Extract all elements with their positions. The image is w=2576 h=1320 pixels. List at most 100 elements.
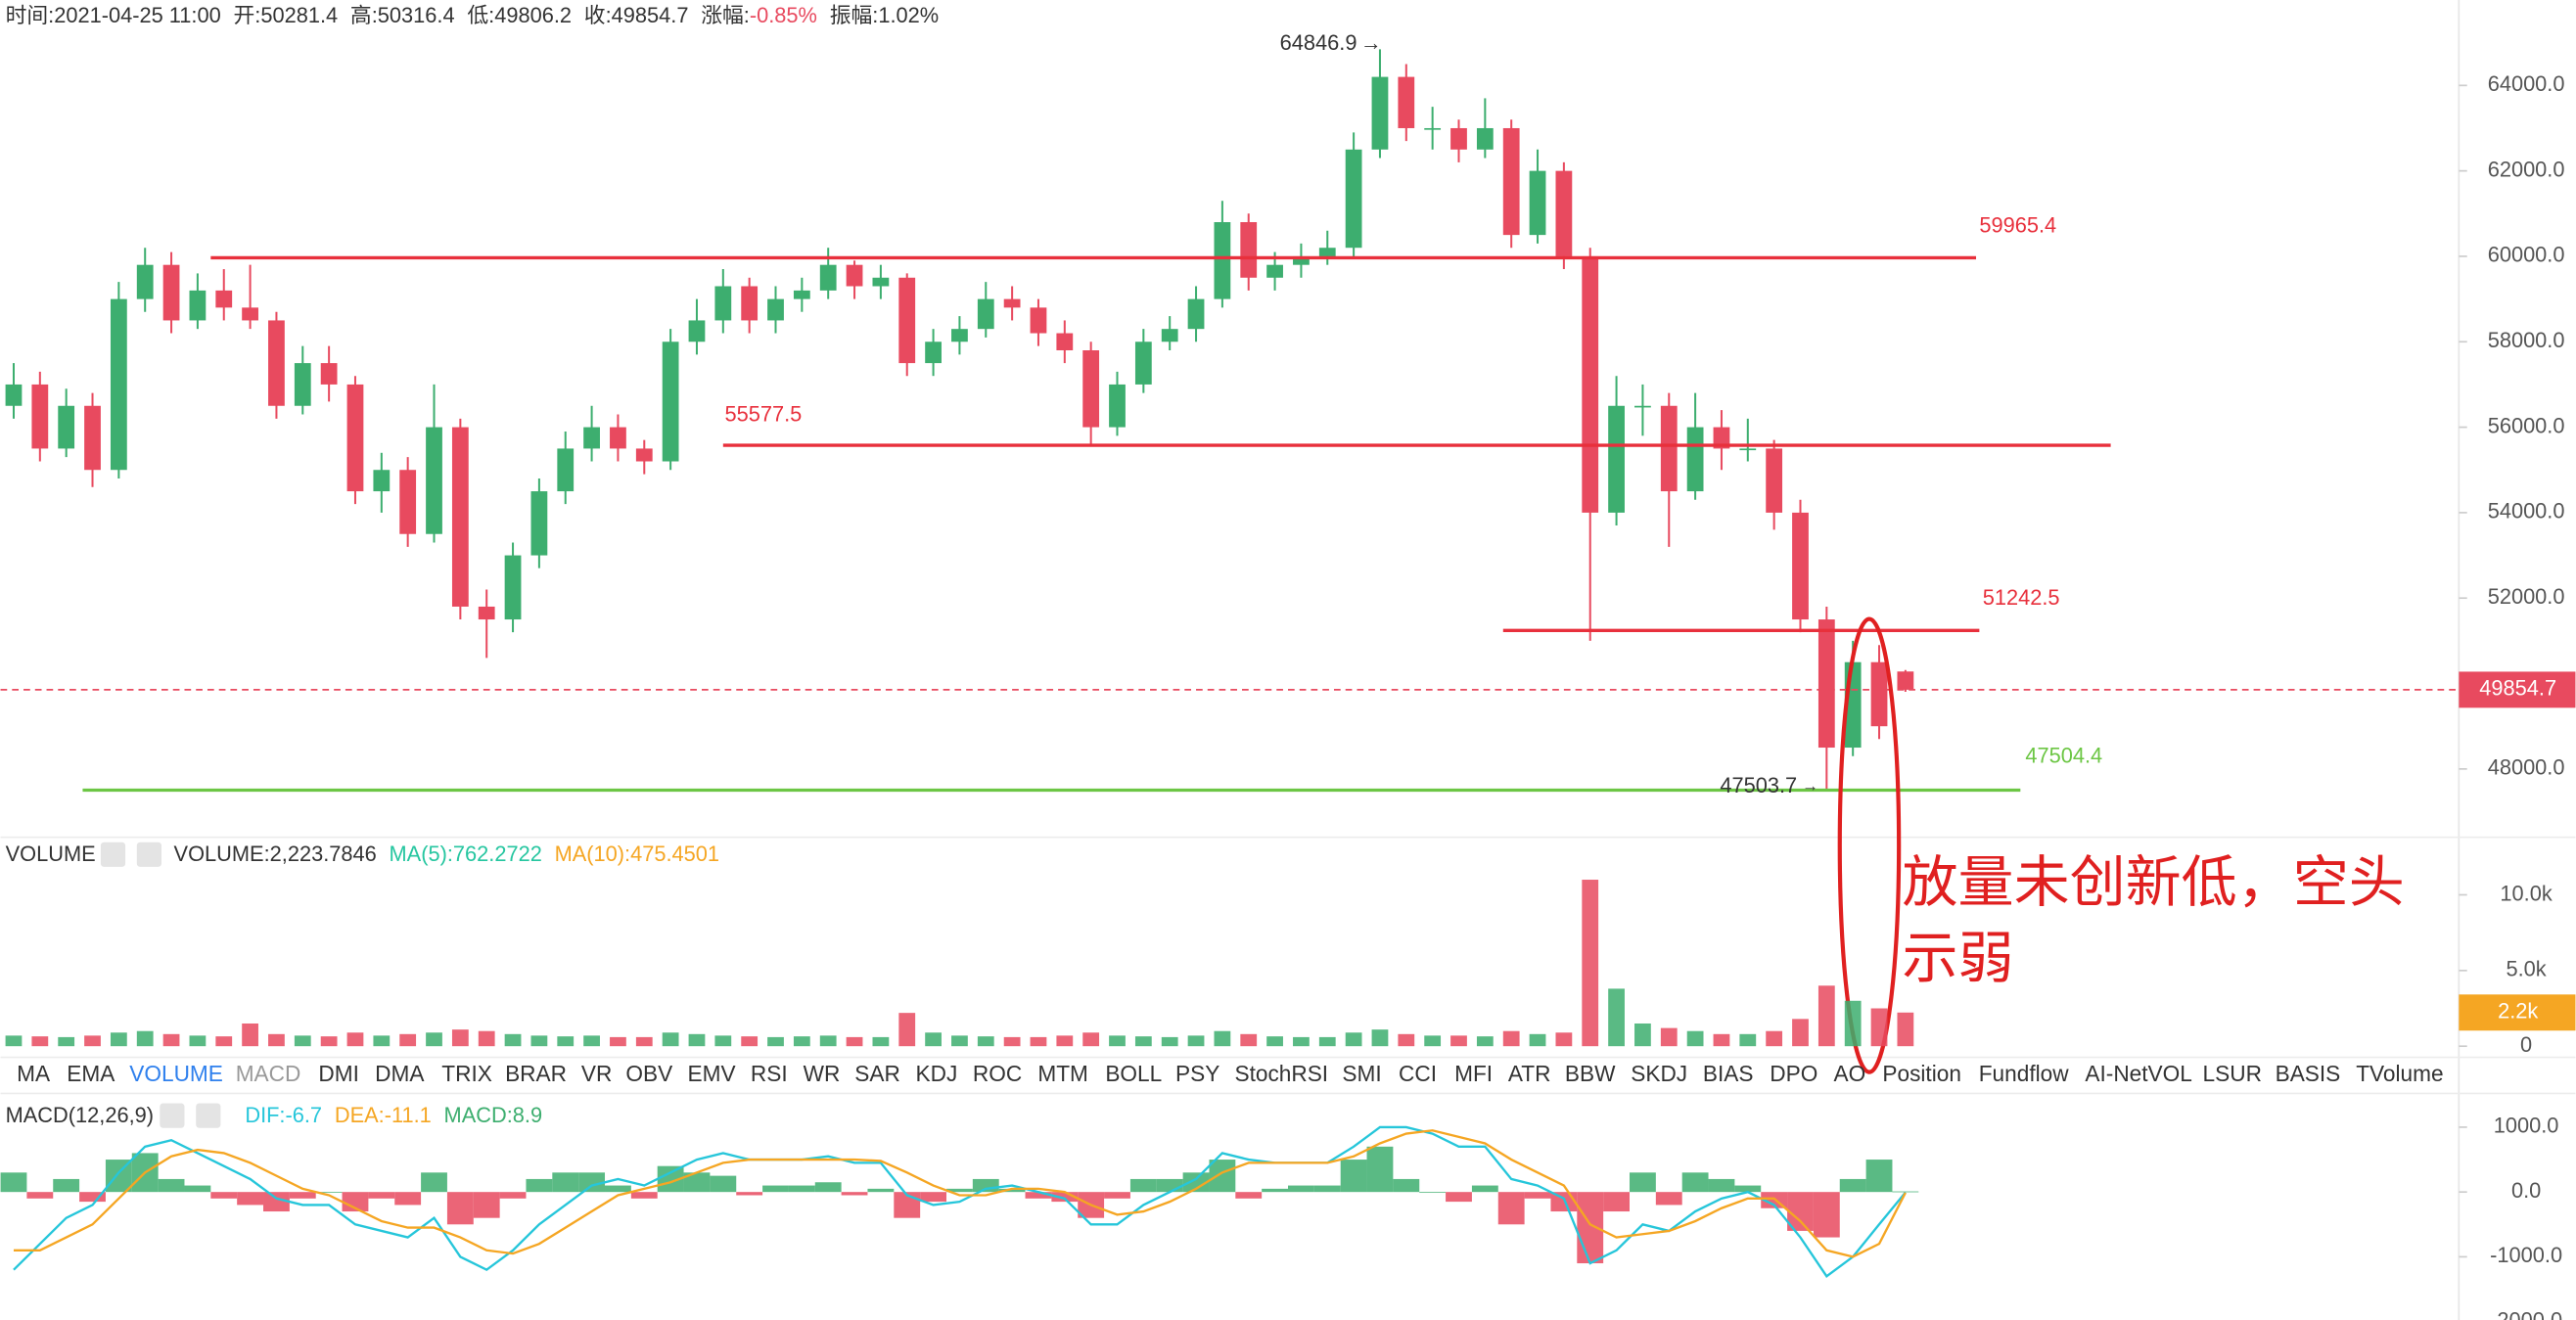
candle-body	[846, 264, 863, 287]
indicator-tab[interactable]: BIAS	[1703, 1061, 1754, 1086]
indicator-tab[interactable]: OBV	[625, 1061, 672, 1086]
y-tick-label: 5.0k	[2507, 957, 2547, 981]
volume-bar	[530, 1035, 548, 1047]
indicator-tab[interactable]: WR	[804, 1061, 841, 1086]
volume-bar	[5, 1035, 23, 1047]
macd-bar	[1129, 1178, 1157, 1193]
indicator-tab[interactable]: SKDJ	[1631, 1061, 1687, 1086]
indicator-tab[interactable]: KDJ	[916, 1061, 958, 1086]
indicator-tab[interactable]: ATR	[1508, 1061, 1551, 1086]
candle-body	[136, 264, 154, 299]
candle-body	[1502, 127, 1520, 236]
candle-body	[1030, 307, 1047, 334]
candle-body	[635, 448, 653, 462]
settings-icon[interactable]	[100, 842, 126, 867]
indicator-tab[interactable]: VR	[581, 1061, 612, 1086]
ohlc-header: 时间:2021-04-25 11:00 开:50281.4 高:50316.4 …	[6, 3, 940, 27]
indicator-tab[interactable]: SAR	[854, 1061, 900, 1086]
volume-bar	[872, 1036, 890, 1047]
close-icon[interactable]	[136, 842, 161, 867]
macd-bar	[814, 1182, 842, 1193]
indicator-tab[interactable]: AI-NetVOL	[2085, 1061, 2191, 1086]
volume-bar	[58, 1036, 75, 1047]
indicator-tab[interactable]: RSI	[751, 1061, 788, 1086]
value: 2021-04-25 11:00	[54, 3, 220, 27]
indicator-tab[interactable]: BRAR	[505, 1061, 567, 1086]
candle-body	[610, 427, 626, 449]
arrow: →	[1360, 30, 1382, 55]
indicator-tab[interactable]: LSUR	[2203, 1061, 2262, 1086]
candle-body	[1634, 405, 1651, 408]
candle-body	[741, 286, 759, 321]
indicator-tab[interactable]: EMA	[67, 1061, 115, 1086]
indicator-tab[interactable]: DPO	[1770, 1061, 1817, 1086]
macd-bar	[1393, 1178, 1420, 1193]
current-volume-label: 2.2k	[2498, 999, 2538, 1024]
indicator-tab[interactable]: StochRSI	[1234, 1061, 1328, 1086]
indicator-tab[interactable]: EMV	[688, 1061, 736, 1086]
indicator-tab[interactable]: Fundflow	[1979, 1061, 2070, 1086]
volume-bar	[1634, 1023, 1651, 1047]
macd-bar	[1313, 1185, 1341, 1193]
volume-bar	[1766, 1030, 1783, 1047]
indicator-tab[interactable]: MA	[17, 1061, 51, 1086]
volume-bar	[426, 1032, 442, 1047]
close-icon[interactable]	[196, 1103, 221, 1128]
y-tick-label: 10.0k	[2500, 881, 2552, 905]
volume-bar	[1844, 1000, 1862, 1047]
volume-bar	[1056, 1035, 1074, 1047]
volume-bar	[846, 1036, 863, 1047]
volume-bar	[346, 1032, 364, 1047]
indicator-tab[interactable]: TRIX	[441, 1061, 492, 1086]
macd-bar	[394, 1192, 422, 1206]
macd-bar	[1156, 1178, 1183, 1193]
volume-bar	[451, 1029, 469, 1047]
indicator-tab[interactable]: PSY	[1175, 1061, 1219, 1086]
label: 时间:	[6, 3, 55, 27]
indicator-tab[interactable]: SMI	[1342, 1061, 1381, 1086]
indicator-tab[interactable]: DMA	[375, 1061, 425, 1086]
macd-bar	[605, 1185, 631, 1193]
candle-body	[1766, 448, 1783, 513]
macd-bar	[867, 1188, 895, 1193]
volume-bar	[767, 1036, 784, 1047]
indicator-tab[interactable]: VOLUME	[129, 1061, 223, 1086]
value: 49806.2	[494, 3, 572, 27]
indicator-tab[interactable]: CCI	[1399, 1061, 1437, 1086]
y-tick-label: 0.0	[2511, 1178, 2541, 1203]
indicator-tab[interactable]: ROC	[973, 1061, 1022, 1086]
dif-line	[13, 1125, 1907, 1278]
volume-bar	[1134, 1036, 1152, 1047]
indicator-tab[interactable]: DMI	[318, 1061, 359, 1086]
candle-body	[1870, 661, 1888, 727]
candle-body	[951, 329, 968, 342]
indicator-tab[interactable]: BBW	[1565, 1061, 1616, 1086]
macd-bar	[79, 1192, 106, 1203]
candle-body	[662, 341, 679, 462]
volume-bar	[1398, 1033, 1415, 1047]
macd-bar	[1813, 1192, 1840, 1238]
indicator-tab[interactable]: MFI	[1454, 1061, 1493, 1086]
indicator-tab[interactable]: MTM	[1037, 1061, 1088, 1086]
indicator-tab[interactable]: MACD	[236, 1061, 301, 1086]
candle-body	[1608, 405, 1625, 513]
macd-bar	[0, 1172, 27, 1193]
y-tick-label: 58000.0	[2488, 328, 2565, 352]
indicator-tab[interactable]: BOLL	[1105, 1061, 1162, 1086]
volume-bar	[1161, 1036, 1178, 1047]
indicator-tab[interactable]: BASIS	[2276, 1061, 2341, 1086]
indicator-tab[interactable]: AO	[1833, 1061, 1865, 1086]
macd-bar	[1629, 1172, 1656, 1193]
settings-icon[interactable]	[160, 1103, 185, 1128]
indicator-tab[interactable]: Position	[1882, 1061, 1961, 1086]
macd-bar	[158, 1178, 185, 1193]
candle-body	[320, 363, 338, 385]
candle-body	[1686, 427, 1704, 492]
y-tick-label: 62000.0	[2488, 157, 2565, 181]
y-tick-label: 48000.0	[2488, 755, 2565, 780]
macd-bar	[1446, 1192, 1472, 1203]
indicator-tab[interactable]: TVolume	[2356, 1061, 2443, 1086]
candle-body	[31, 384, 49, 449]
macd-bar	[683, 1172, 711, 1193]
dea-line	[13, 1129, 1907, 1258]
